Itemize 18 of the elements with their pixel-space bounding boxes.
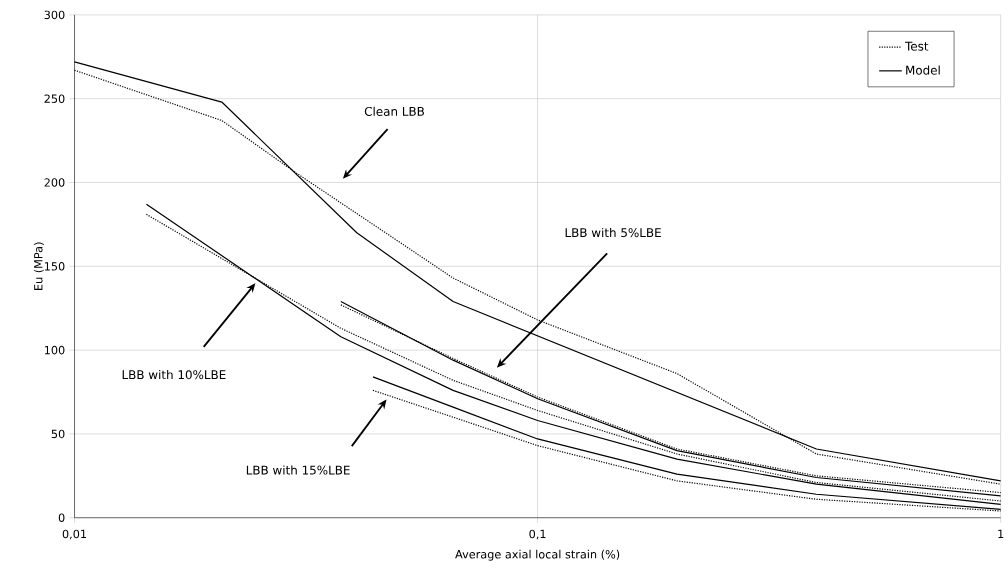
x-axis-title: Average axial local strain (%) <box>455 549 620 561</box>
y-axis-title: Eu (MPa) <box>33 242 44 290</box>
y-tick-label: 100 <box>44 345 65 355</box>
x-tick-label: 0,01 <box>62 529 87 540</box>
legend-label: Model <box>906 65 940 75</box>
y-tick-label: 250 <box>44 94 65 103</box>
legend-label: Test <box>905 41 929 51</box>
x-tick-label: 0,1 <box>529 529 546 540</box>
annotation: LBB with 5%LBE <box>565 227 661 237</box>
x-tick-label: 1 <box>998 529 1004 538</box>
y-tick-label: 0 <box>58 513 65 522</box>
y-tick-label: 150 <box>44 261 65 271</box>
annotation: LBB with 10%LBE <box>122 369 226 380</box>
y-tick-label: 50 <box>51 429 65 439</box>
y-tick-label: 200 <box>44 178 65 187</box>
annotation: LBB with 15%LBE <box>246 465 350 475</box>
y-tick-label: 300 <box>44 10 65 20</box>
annotation: Clean LBB <box>364 106 424 116</box>
